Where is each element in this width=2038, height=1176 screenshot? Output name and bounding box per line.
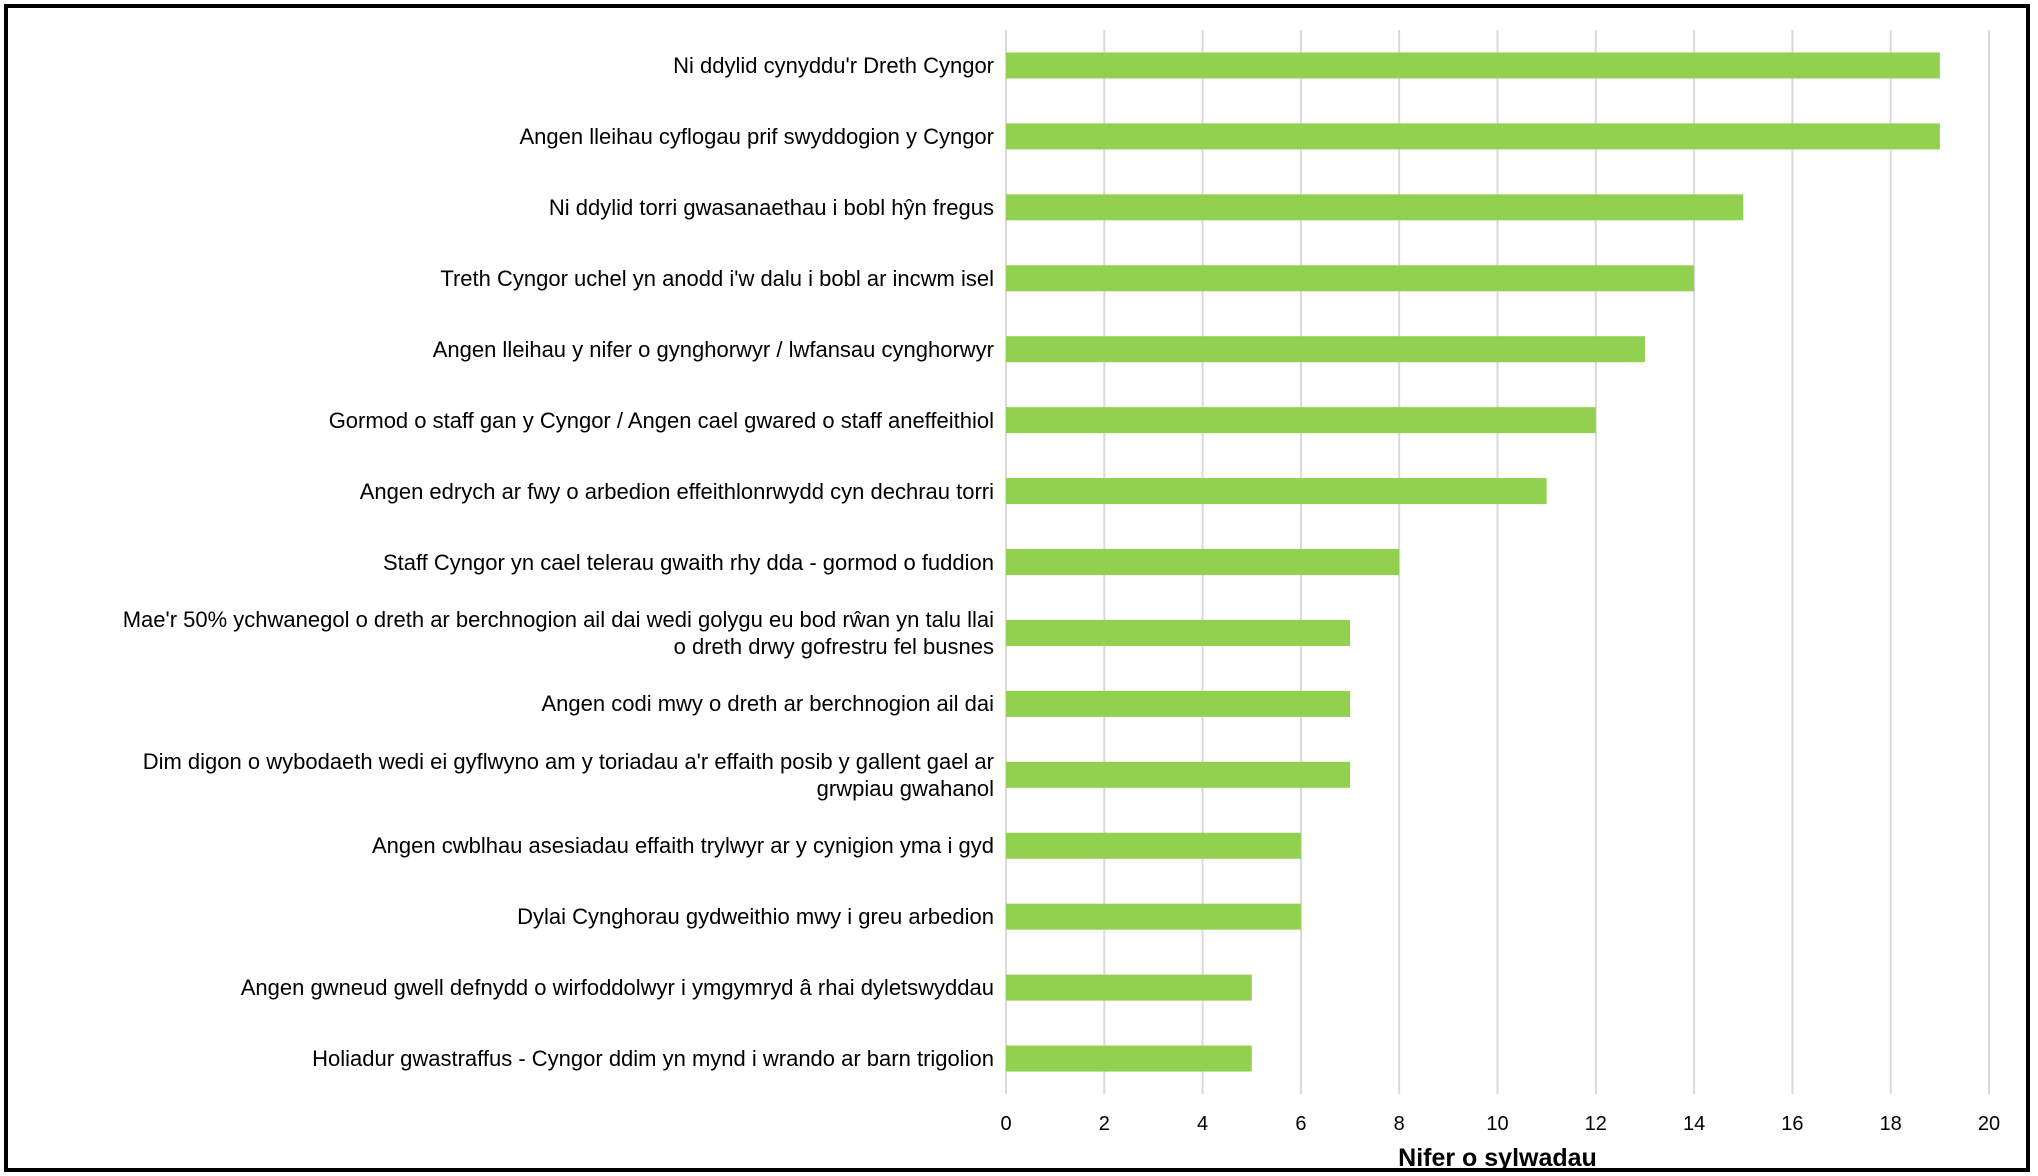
x-axis-ticks: 0 2 4 6 8 10 12 14 16 18 20 xyxy=(1000,1113,2000,1135)
bar xyxy=(1006,832,1301,859)
bar xyxy=(1006,974,1252,1001)
bar xyxy=(1006,407,1596,434)
category-label: Angen codi mwy o dreth ar berchnogion ai… xyxy=(541,691,995,717)
x-tick-label: 16 xyxy=(1781,1113,1803,1135)
bar xyxy=(1006,903,1301,930)
bar xyxy=(1006,123,1940,150)
category-labels: Ni ddylid cynyddu'r Dreth Cyngor Angen ll… xyxy=(28,8,994,1128)
x-axis-title: Nifer o sylwadau xyxy=(1398,1144,1597,1172)
category-label: Holiadur gwastraffus - Cyngor ddim yn my… xyxy=(312,1046,994,1072)
bar xyxy=(1006,690,1351,717)
category-label: Staff Cyngor yn cael telerau gwaith rhy … xyxy=(382,549,994,575)
bar xyxy=(1006,336,1645,363)
x-tick-label: 4 xyxy=(1197,1113,1208,1135)
x-tick-label: 12 xyxy=(1585,1113,1607,1135)
category-label: Gormod o staff gan y Cyngor / Angen cael… xyxy=(328,407,994,433)
category-label: Dim digon o wybodaeth wedi ei gyflwyno a… xyxy=(142,748,994,801)
bar xyxy=(1006,52,1940,79)
bar xyxy=(1006,1045,1252,1072)
category-label: Angen lleihau y nifer o gynghorwyr / lwf… xyxy=(432,336,994,362)
category-label: Treth Cyngor uchel yn anodd i'w dalu i b… xyxy=(440,265,994,291)
category-label: Angen cwblhau asesiadau effaith trylwyr … xyxy=(371,833,994,859)
bar-chart: 0 2 4 6 8 10 12 14 16 18 20 Nifer o sylwadau xyxy=(1000,30,2000,1172)
bar xyxy=(1006,619,1351,646)
chart-frame: Ni ddylid cynyddu'r Dreth Cyngor Angen ll… xyxy=(4,4,2030,1172)
x-tick-label: 20 xyxy=(1978,1113,2000,1135)
category-label: Angen edrych ar fwy o arbedion effeithlo… xyxy=(359,478,994,504)
x-tick-label: 8 xyxy=(1394,1113,1405,1135)
x-tick-label: 6 xyxy=(1295,1113,1306,1135)
x-tick-label: 0 xyxy=(1000,1113,1011,1135)
category-label: Angen gwneud gwell defnydd o wirfoddolwy… xyxy=(240,975,994,1001)
category-label: Ni ddylid cynyddu'r Dreth Cyngor xyxy=(673,52,994,78)
x-tick-label: 18 xyxy=(1880,1113,1902,1135)
x-tick-label: 10 xyxy=(1486,1113,1508,1135)
bar xyxy=(1006,549,1400,575)
x-tick-label: 2 xyxy=(1099,1113,1110,1135)
bars xyxy=(1006,52,1940,1072)
bar xyxy=(1006,194,1744,221)
category-label: Ni ddylid torri gwasanaethau i bobl hŷn … xyxy=(548,194,994,220)
bar xyxy=(1006,761,1351,788)
bar xyxy=(1006,265,1695,292)
category-label: Mae'r 50% ychwanegol o dreth ar berchnog… xyxy=(122,606,994,659)
category-label: Angen lleihau cyflogau prif swyddogion y… xyxy=(519,123,994,149)
category-label: Dylai Cynghorau gydweithio mwy i greu ar… xyxy=(517,904,994,930)
bar xyxy=(1006,478,1547,505)
x-tick-label: 14 xyxy=(1683,1113,1705,1135)
